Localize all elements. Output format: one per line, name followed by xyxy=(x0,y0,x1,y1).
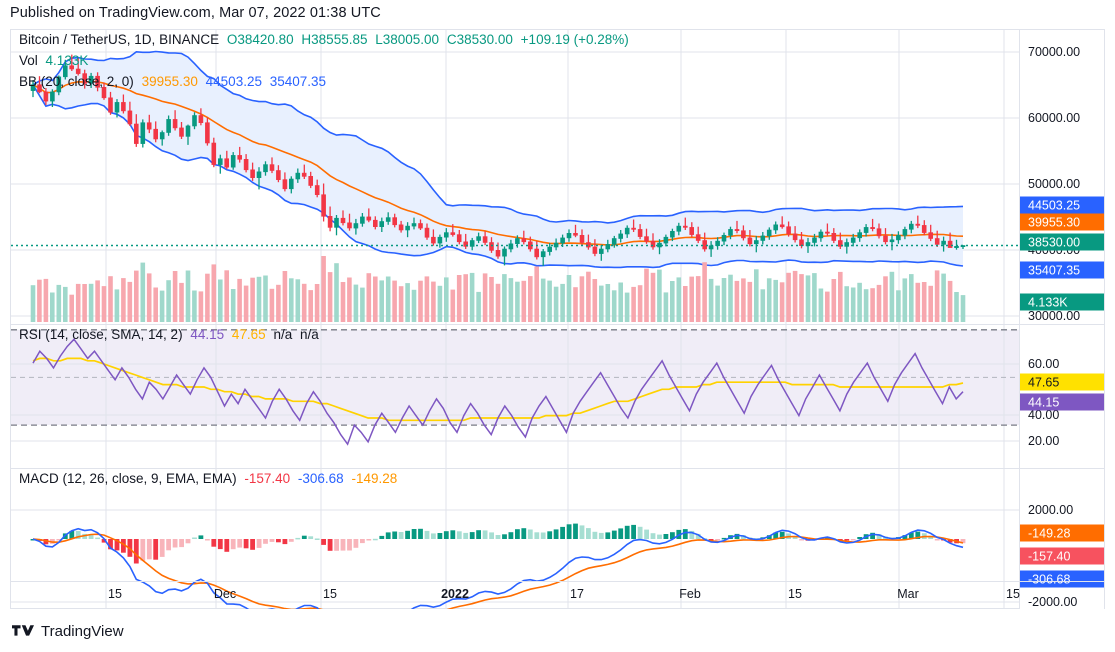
rsi-chart-svg xyxy=(11,325,1019,468)
axis-tick-label: 70000.00 xyxy=(1028,45,1081,59)
axis-tick-label: 2000.00 xyxy=(1028,503,1074,517)
price-chart-svg xyxy=(11,30,1019,324)
tradingview-logo-icon xyxy=(12,624,34,639)
price-axis[interactable]: 70000.0060000.0050000.0040000.0030000.00… xyxy=(1019,30,1104,324)
time-axis-tick: 15 xyxy=(788,587,802,601)
axis-value-badge[interactable]: 47.65 xyxy=(1020,373,1104,391)
axis-value-badge[interactable]: -149.28 xyxy=(1020,524,1104,542)
time-axis-tick: 15 xyxy=(108,587,122,601)
axis-value-badge[interactable]: 4.133K xyxy=(1020,293,1104,311)
time-axis-tick: Feb xyxy=(679,587,701,601)
axis-tick-label: 40.00 xyxy=(1028,408,1060,422)
axis-value-badge[interactable]: -157.40 xyxy=(1020,547,1104,565)
footer: TradingView xyxy=(12,623,124,640)
axis-tick-label: 50000.00 xyxy=(1028,177,1081,191)
time-axis[interactable]: 15 Dec 15 2022 17 Feb 15 Mar 15 xyxy=(10,581,1105,609)
price-plot-area[interactable] xyxy=(11,30,1019,324)
axis-value-badge[interactable]: 39955.30 xyxy=(1020,213,1104,231)
price-pane[interactable]: 70000.0060000.0050000.0040000.0030000.00… xyxy=(11,30,1104,324)
tradingview-brand-label: TradingView xyxy=(41,623,124,640)
time-axis-tick: 2022 xyxy=(441,587,469,601)
axis-tick-label: 60000.00 xyxy=(1028,111,1081,125)
axis-value-badge[interactable]: 38530.00 xyxy=(1020,233,1104,251)
published-caption: Published on TradingView.com, Mar 07, 20… xyxy=(10,5,381,21)
rsi-pane[interactable]: 60.00 40.00 20.00 47.65 44.15 RSI (14, clos… xyxy=(11,324,1104,468)
axis-tick-label: 30000.00 xyxy=(1028,309,1081,323)
macd-chart-svg xyxy=(11,469,1019,609)
time-axis-tick: Mar xyxy=(897,587,919,601)
axis-value-badge[interactable]: 44.15 xyxy=(1020,393,1104,411)
macd-axis[interactable]: 2000.00 -2000.00 -149.28 -157.40 -306.68 xyxy=(1019,469,1104,609)
axis-value-badge[interactable]: -306.68 xyxy=(1020,570,1104,588)
axis-value-badge[interactable]: 44503.25 xyxy=(1020,196,1104,214)
axis-value-badge[interactable]: 35407.35 xyxy=(1020,261,1104,279)
time-axis-tick: 15 xyxy=(323,587,337,601)
axis-tick-label: 20.00 xyxy=(1028,434,1060,448)
macd-plot-area[interactable] xyxy=(11,469,1019,609)
time-axis-tick: 17 xyxy=(570,587,584,601)
axis-tick-label: 60.00 xyxy=(1028,357,1060,371)
rsi-plot-area[interactable] xyxy=(11,325,1019,468)
rsi-axis[interactable]: 60.00 40.00 20.00 47.65 44.15 xyxy=(1019,325,1104,468)
time-axis-tick: 15 xyxy=(1006,587,1020,601)
time-axis-tick: Dec xyxy=(213,587,237,601)
axis-tick-label: -2000.00 xyxy=(1028,595,1078,609)
chart-frame: 70000.0060000.0050000.0040000.0030000.00… xyxy=(10,29,1105,609)
